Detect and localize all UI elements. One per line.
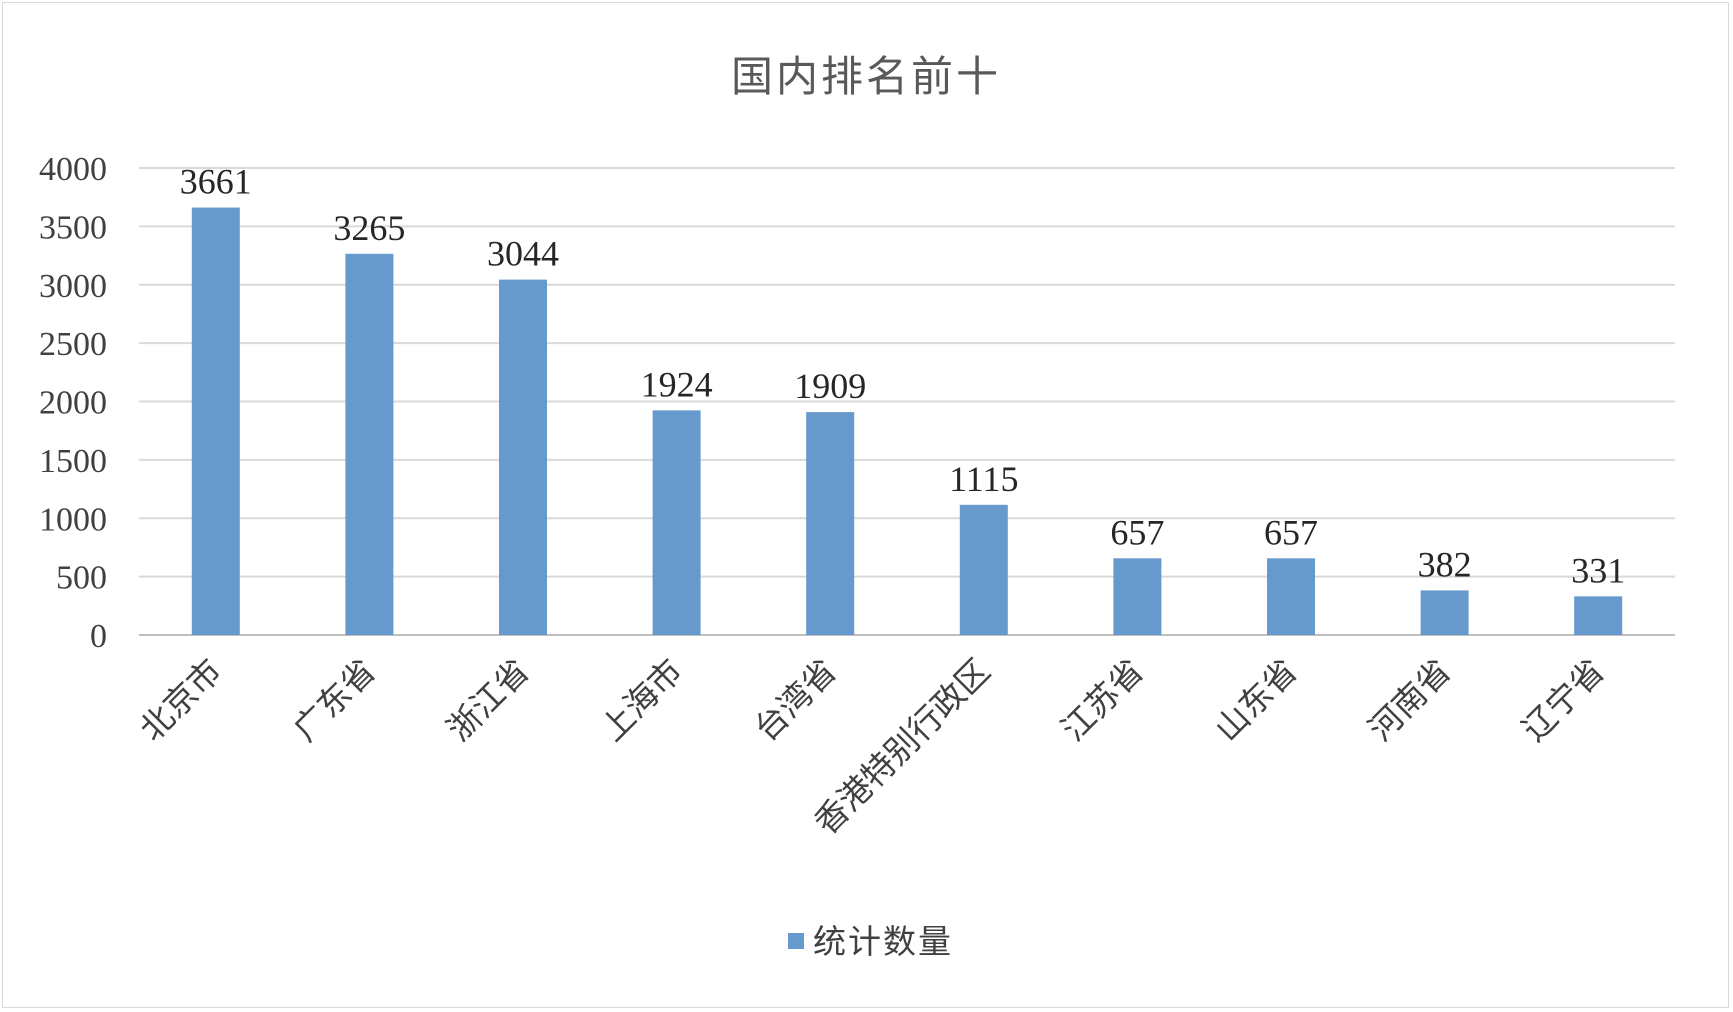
bar: [652, 410, 701, 635]
x-tick-label: 北京市: [132, 651, 230, 749]
data-label: 3661: [180, 162, 252, 202]
x-tick-label: 广东省: [285, 651, 383, 749]
bar: [191, 207, 240, 635]
x-tick-label: 辽宁省: [1514, 651, 1612, 749]
data-labels: 3661 3265 3044 1924 1909 1115 657 657 382 331: [180, 162, 1625, 591]
bars: [191, 207, 1623, 635]
bar: [345, 253, 394, 635]
legend-swatch: [788, 933, 804, 949]
data-label: 3265: [333, 208, 405, 248]
bar: [806, 412, 855, 635]
x-tick-label: 浙江省: [439, 651, 537, 749]
bar: [959, 504, 1008, 635]
y-tick-label: 1000: [39, 501, 107, 538]
data-label: 382: [1418, 544, 1472, 584]
bar: [1267, 558, 1315, 635]
y-tick-label: 4000: [39, 151, 107, 188]
data-label: 331: [1571, 550, 1625, 590]
y-axis-ticks: 0 500 1000 1500 2000 2500 3000 3500 4000: [39, 151, 107, 655]
y-tick-label: 2000: [39, 385, 107, 422]
x-tick-label: 河南省: [1361, 651, 1459, 749]
bar-chart: 国内排名前十 05001000150020002500300035004000 …: [39, 52, 1675, 961]
data-label: 1909: [794, 366, 866, 406]
data-label: 1115: [949, 459, 1018, 499]
y-tick-label: 0: [90, 618, 107, 655]
bar: [1420, 590, 1469, 635]
legend: 统计数量: [788, 922, 953, 961]
y-tick-label: 500: [56, 560, 107, 597]
data-label: 657: [1264, 512, 1318, 552]
data-label: 657: [1110, 512, 1164, 552]
gridlines: [139, 167, 1675, 636]
y-tick-label: 1500: [39, 443, 107, 480]
data-label: 3044: [487, 234, 559, 274]
bar: [1574, 596, 1623, 635]
y-tick-label: 2500: [39, 326, 107, 363]
chart-title: 国内排名前十: [731, 52, 1001, 101]
x-tick-label: 山东省: [1207, 651, 1305, 749]
x-tick-label: 台湾省: [746, 651, 844, 749]
y-tick-label: 3000: [39, 268, 107, 305]
x-tick-label: 江苏省: [1053, 651, 1151, 749]
x-tick-label: 上海市: [593, 651, 691, 749]
bar: [1113, 558, 1162, 635]
bar: [499, 279, 547, 635]
y-tick-label: 3500: [39, 209, 107, 246]
data-label: 1924: [641, 364, 713, 404]
legend-label: 统计数量: [813, 922, 953, 961]
